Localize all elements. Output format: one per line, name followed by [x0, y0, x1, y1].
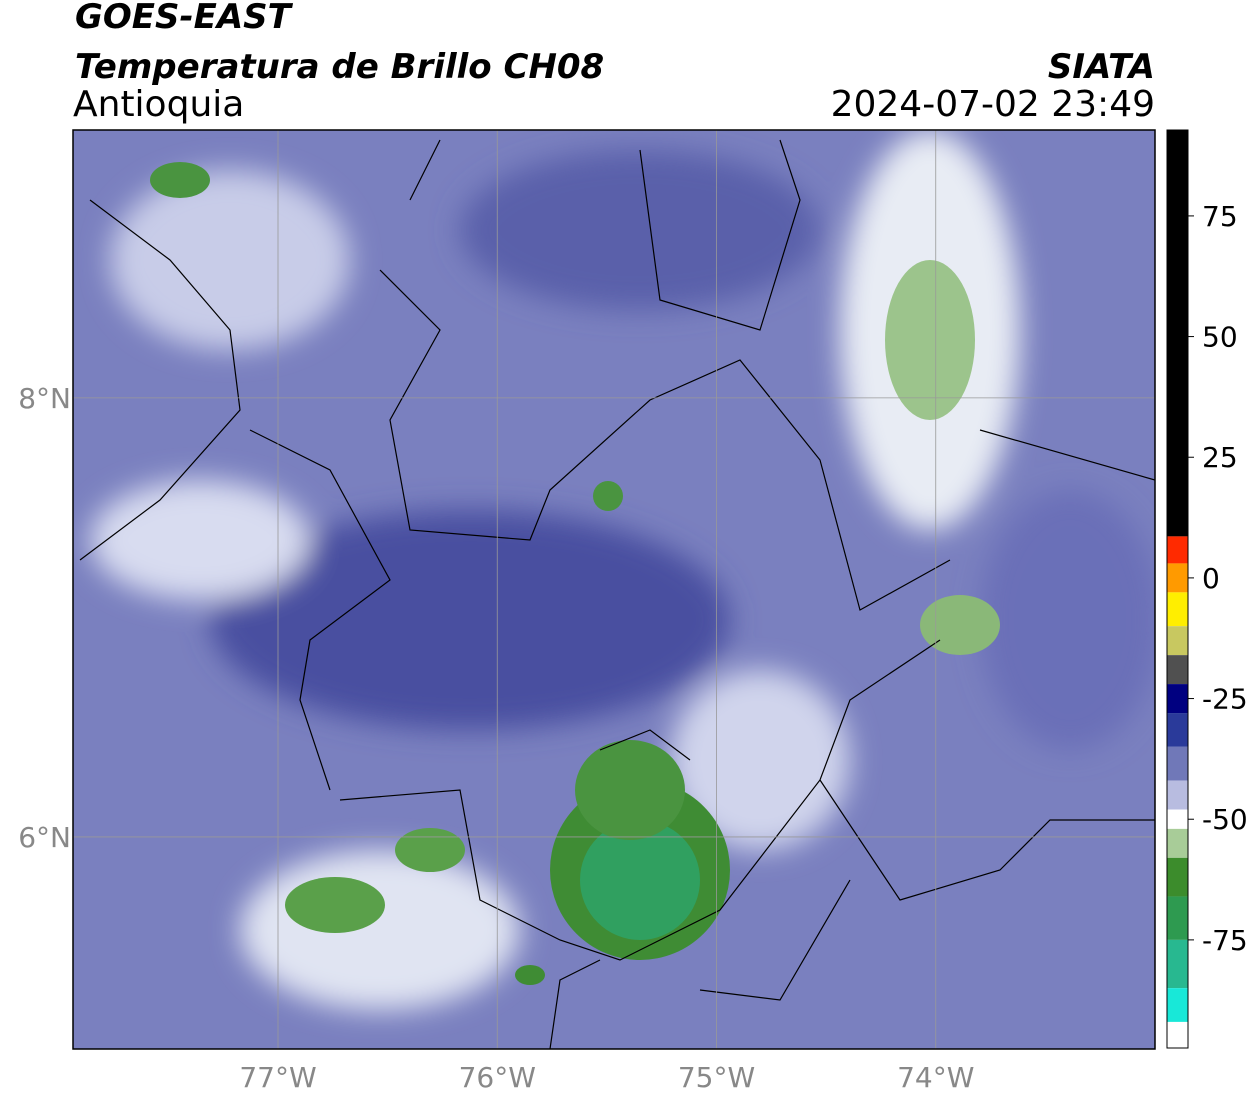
colorbar-tick-label: -50 — [1202, 803, 1248, 836]
colorbar-frame — [1166, 129, 1189, 1049]
colorbar-segment — [1167, 939, 1188, 989]
y-tick-label: 8°N — [18, 382, 71, 415]
colorbar-tick-label: 75 — [1202, 200, 1238, 233]
colorbar-tick-label: 0 — [1202, 562, 1220, 595]
colorbar-segment — [1167, 988, 1188, 1022]
x-tick-label: 76°W — [459, 1061, 536, 1094]
colorbar-segment — [1167, 563, 1188, 593]
colorbar-tick-label: 50 — [1202, 321, 1238, 354]
colorbar-segment — [1167, 780, 1188, 810]
colorbar-tick-label: -25 — [1202, 683, 1248, 716]
colorbar-segment — [1167, 655, 1188, 685]
datetime-label: 2024-07-02 23:49 — [831, 84, 1155, 125]
x-tick-label: 77°W — [239, 1061, 316, 1094]
product-title: Temperatura de Brillo CH08 — [75, 47, 604, 87]
colorbar-segment — [1167, 592, 1188, 627]
boundaries — [79, 139, 1155, 1049]
map-frame — [72, 129, 1156, 1050]
colorbar-segment — [1167, 1021, 1188, 1048]
colorbar-segment — [1167, 130, 1188, 537]
grid — [73, 130, 1155, 1049]
colorbar-segment — [1167, 536, 1188, 564]
colorbar-segment — [1167, 828, 1188, 858]
colorbar-segment — [1167, 713, 1188, 747]
y-tick-label: 6°N — [18, 821, 71, 854]
colorbar-segment — [1167, 746, 1188, 781]
colorbar-tick-label: -75 — [1202, 924, 1248, 957]
satellite-title: GOES-EAST — [75, 0, 294, 37]
colorbar-segment — [1167, 626, 1188, 656]
colorbar-segment — [1167, 896, 1188, 940]
colorbar-tick-label: 25 — [1202, 441, 1238, 474]
satellite-image — [73, 130, 1155, 1049]
region-label: Antioquia — [73, 84, 244, 125]
colorbar-segment — [1167, 809, 1188, 829]
source-label: SIATA — [1048, 47, 1155, 87]
colorbar-segment — [1167, 857, 1188, 897]
colorbar-segment — [1167, 684, 1188, 714]
x-tick-label: 75°W — [678, 1061, 755, 1094]
x-tick-label: 74°W — [897, 1061, 974, 1094]
